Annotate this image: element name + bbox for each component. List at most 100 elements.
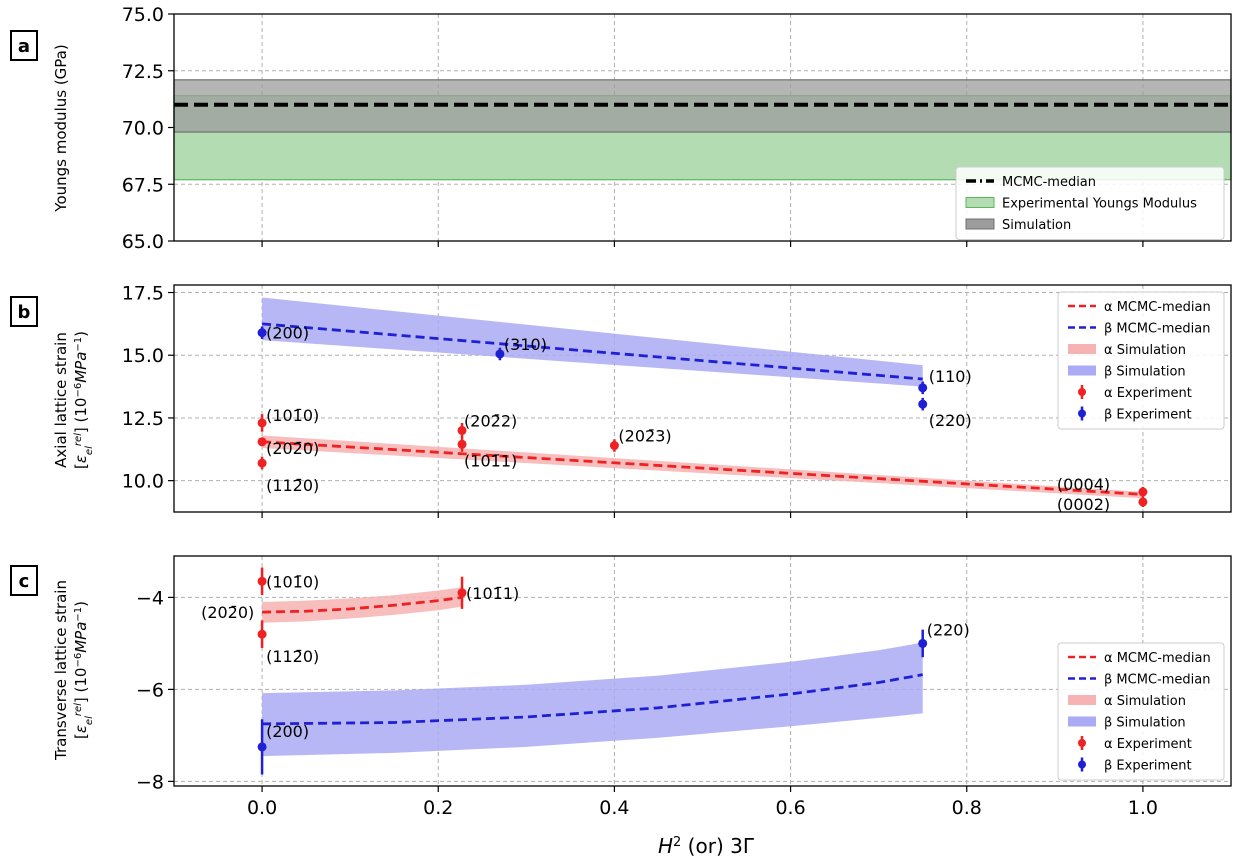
ylabel-b: Axial lattice strain [εelrel] (10−6MPa−1… <box>52 331 95 469</box>
data-point <box>257 437 267 447</box>
simulation-band <box>262 642 923 757</box>
point-label: (101̄0) <box>266 406 319 425</box>
x-tick-label: 0.6 <box>775 797 805 819</box>
svg-text:Axial lattice strain: Axial lattice strain <box>52 332 70 468</box>
legend-patch <box>1068 344 1096 354</box>
y-tick-label: 67.5 <box>122 174 164 196</box>
data-point <box>609 441 619 451</box>
point-label: (200) <box>266 722 309 741</box>
legend-entry: β Simulation <box>1104 365 1186 380</box>
data-point <box>257 629 267 639</box>
ylabel-c: Transverse lattice strain [εelrel] (10−6… <box>52 580 95 761</box>
panel-label-a: a <box>10 30 38 61</box>
legend-entry: Experimental Youngs Modulus <box>1002 197 1197 212</box>
point-label: (101̄1) <box>464 451 517 470</box>
legend-marker <box>1078 739 1086 747</box>
legend-entry: α MCMC-median <box>1104 300 1211 315</box>
data-point <box>257 576 267 586</box>
svg-text:c: c <box>19 571 30 592</box>
y-tick-label: −8 <box>136 771 164 793</box>
y-tick-label: 72.5 <box>122 61 164 83</box>
ylabel-c-unit: [εelrel] (10−6MPa−1) <box>72 601 95 739</box>
legend-entry: β MCMC-median <box>1104 322 1210 337</box>
svg-text:Transverse lattice strain: Transverse lattice strain <box>52 580 70 761</box>
point-label: (200) <box>266 324 309 343</box>
svg-text:Youngs modulus (GPa): Youngs modulus (GPa) <box>52 44 70 212</box>
point-label: (202̄3) <box>618 427 671 446</box>
point-label: (112̄0) <box>266 647 319 666</box>
legend-entry: β MCMC-median <box>1104 673 1210 688</box>
point-label: (202̄0) <box>201 603 254 622</box>
point-label: (202̄0) <box>266 439 319 458</box>
point-label: (0002) <box>1057 495 1110 514</box>
legend-entry: Simulation <box>1002 218 1071 233</box>
legend-entry: α MCMC-median <box>1104 651 1211 666</box>
legend-entry: α Experiment <box>1104 386 1192 401</box>
data-point <box>495 349 505 359</box>
legend-box <box>1057 291 1225 430</box>
data-point <box>257 418 267 428</box>
y-tick-label: 10.0 <box>122 471 164 493</box>
legend-entry: α Simulation <box>1104 343 1186 358</box>
point-label: (101̄1) <box>466 584 519 603</box>
point-label: (220) <box>927 620 970 639</box>
legend-box <box>955 166 1225 240</box>
median-line <box>261 440 1144 496</box>
legend-entry: β Experiment <box>1104 759 1192 774</box>
legend-marker <box>1078 760 1086 769</box>
data-point <box>457 425 467 435</box>
legend-patch <box>1068 695 1096 705</box>
y-tick-label: −6 <box>136 679 164 701</box>
legend-marker <box>1078 388 1086 396</box>
plot-frame <box>173 13 1232 242</box>
data-point <box>457 439 467 449</box>
y-tick-label: 70.0 <box>122 118 164 140</box>
data-point <box>918 638 928 648</box>
y-tick-label: 75.0 <box>122 4 164 26</box>
point-label: (220) <box>929 411 972 430</box>
x-tick-label: 0.8 <box>952 797 982 819</box>
legend-patch <box>965 218 995 230</box>
x-tick-label: 0.0 <box>247 797 277 819</box>
y-tick-label: 65.0 <box>122 231 164 253</box>
legend-entry: β Experiment <box>1104 408 1192 423</box>
simulation-band <box>262 297 923 387</box>
median-line <box>262 673 923 726</box>
panel-label-b: b <box>10 296 38 327</box>
ylabel-b-unit: [εelrel] (10−6MPa−1) <box>72 331 95 469</box>
data-point <box>257 328 267 338</box>
plot-axial-strain: 10.0 12.5 15.0 17.5 (200) (310) (110) (220) (101… <box>122 283 1232 518</box>
data-point <box>1138 497 1148 507</box>
plot-transverse-strain: −8 −6 −4 (101̄0) (112̄0) (101̄1) (220) (200) (20… <box>136 555 1232 793</box>
panel-label-c: c <box>10 565 38 596</box>
plot-frame <box>173 555 1232 787</box>
data-point <box>918 383 928 393</box>
plot-frame <box>173 284 1232 513</box>
x-tick-label: 0.4 <box>599 797 629 819</box>
median-line <box>261 322 923 381</box>
legend-patch <box>965 197 995 208</box>
legend-marker <box>1078 409 1086 418</box>
legend-entry: α Experiment <box>1104 737 1192 752</box>
data-point <box>257 458 267 468</box>
y-tick-label: 15.0 <box>122 345 164 367</box>
legend-entry: β Simulation <box>1104 716 1186 731</box>
x-tick-label: 0.2 <box>423 797 453 819</box>
point-label: (101̄0) <box>266 572 319 591</box>
median-line <box>262 596 463 614</box>
ylabel-a: Youngs modulus (GPa) <box>52 44 70 212</box>
point-label: (202̄2) <box>464 411 517 430</box>
svg-text:b: b <box>18 302 31 323</box>
x-tick-labels: 0.0 0.2 0.4 0.6 0.8 1.0 <box>247 797 1158 819</box>
point-label: (112̄0) <box>266 476 319 495</box>
point-label: (0004) <box>1057 475 1110 494</box>
simulation-band <box>262 587 463 623</box>
legend-patch <box>1068 365 1096 376</box>
point-label: (110) <box>929 367 972 386</box>
y-tick-label: 17.5 <box>122 283 164 305</box>
svg-text:a: a <box>18 36 30 57</box>
data-point <box>918 399 928 409</box>
data-point <box>457 588 467 598</box>
plot-youngs-modulus: 65.0 67.5 70.0 72.5 75.0 MCMC-median Experimen… <box>122 4 1232 253</box>
